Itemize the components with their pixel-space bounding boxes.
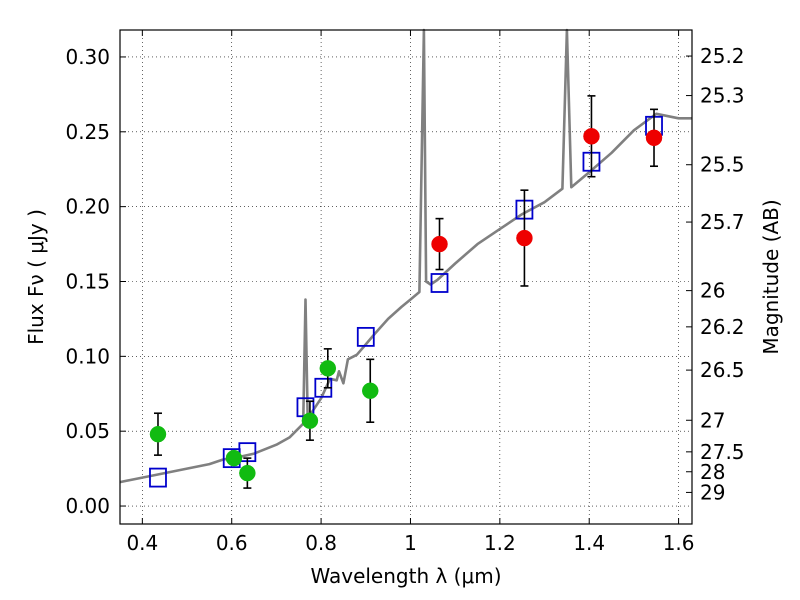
plot-frame	[119, 29, 693, 525]
x-tick-label: 0.6	[216, 531, 248, 555]
y2-tick-label: 26	[700, 279, 725, 303]
y2-tick-label: 27	[700, 408, 725, 432]
y-tick-label: 0.05	[65, 419, 110, 443]
y-tick-label: 0.20	[65, 195, 110, 219]
y-tick-label: 0.30	[65, 45, 110, 69]
y-axis: 0.00 0.05 0.10 0.15 0.20 0.25 0.30	[65, 45, 126, 518]
model-photometry-point	[430, 273, 449, 293]
y-tick-label: 0.10	[65, 344, 110, 368]
y-tick-label: 0.15	[65, 269, 110, 293]
grid-lines	[120, 30, 692, 524]
x-tick-label: 0.4	[126, 531, 158, 555]
optical-data-point	[319, 360, 337, 377]
nir-data-point	[516, 229, 533, 247]
y2-tick-label: 26.2	[700, 315, 745, 339]
y2-tick-label: 29	[700, 480, 725, 504]
y2-axis-label: Magnitude (AB)	[759, 199, 783, 354]
y2-tick-label: 25.5	[700, 153, 745, 177]
x-tick-label: 0.8	[305, 531, 337, 555]
nir-data-point	[431, 235, 448, 253]
optical-data-point	[301, 412, 319, 429]
optical-data-point	[225, 449, 243, 467]
x-tick-label: 1	[404, 531, 417, 555]
y-tick-label: 0.00	[65, 494, 110, 518]
x-tick-label: 1.4	[573, 531, 605, 555]
model-spectrum-line	[119, 28, 692, 484]
nir-data-point	[645, 129, 663, 147]
y2-tick-label: 27.5	[700, 440, 745, 464]
nir-data-point	[583, 128, 600, 145]
optical-data-point	[362, 382, 379, 400]
plot-area	[119, 28, 692, 489]
y2-tick-label: 26.5	[700, 358, 745, 382]
x-axis: 0.4 0.6 0.8 1 1.2 1.4 1.6	[126, 30, 695, 555]
y-tick-label: 0.25	[65, 120, 110, 144]
y2-tick-label: 25.3	[700, 84, 745, 108]
x-axis-label: Wavelength λ (μm)	[310, 564, 501, 588]
y2-tick-label: 25.7	[700, 210, 745, 234]
y2-tick-label: 25.2	[700, 44, 745, 68]
optical-data-point	[239, 464, 256, 482]
optical-data-point	[149, 425, 167, 443]
y-axis-label: Flux Fν ( μJy )	[24, 209, 48, 345]
x-tick-label: 1.2	[484, 531, 516, 555]
model-photometry-point	[356, 326, 375, 347]
y2-tick-label: 28	[700, 460, 725, 484]
x-tick-label: 1.6	[663, 531, 695, 555]
model-photometry-point	[149, 467, 167, 488]
